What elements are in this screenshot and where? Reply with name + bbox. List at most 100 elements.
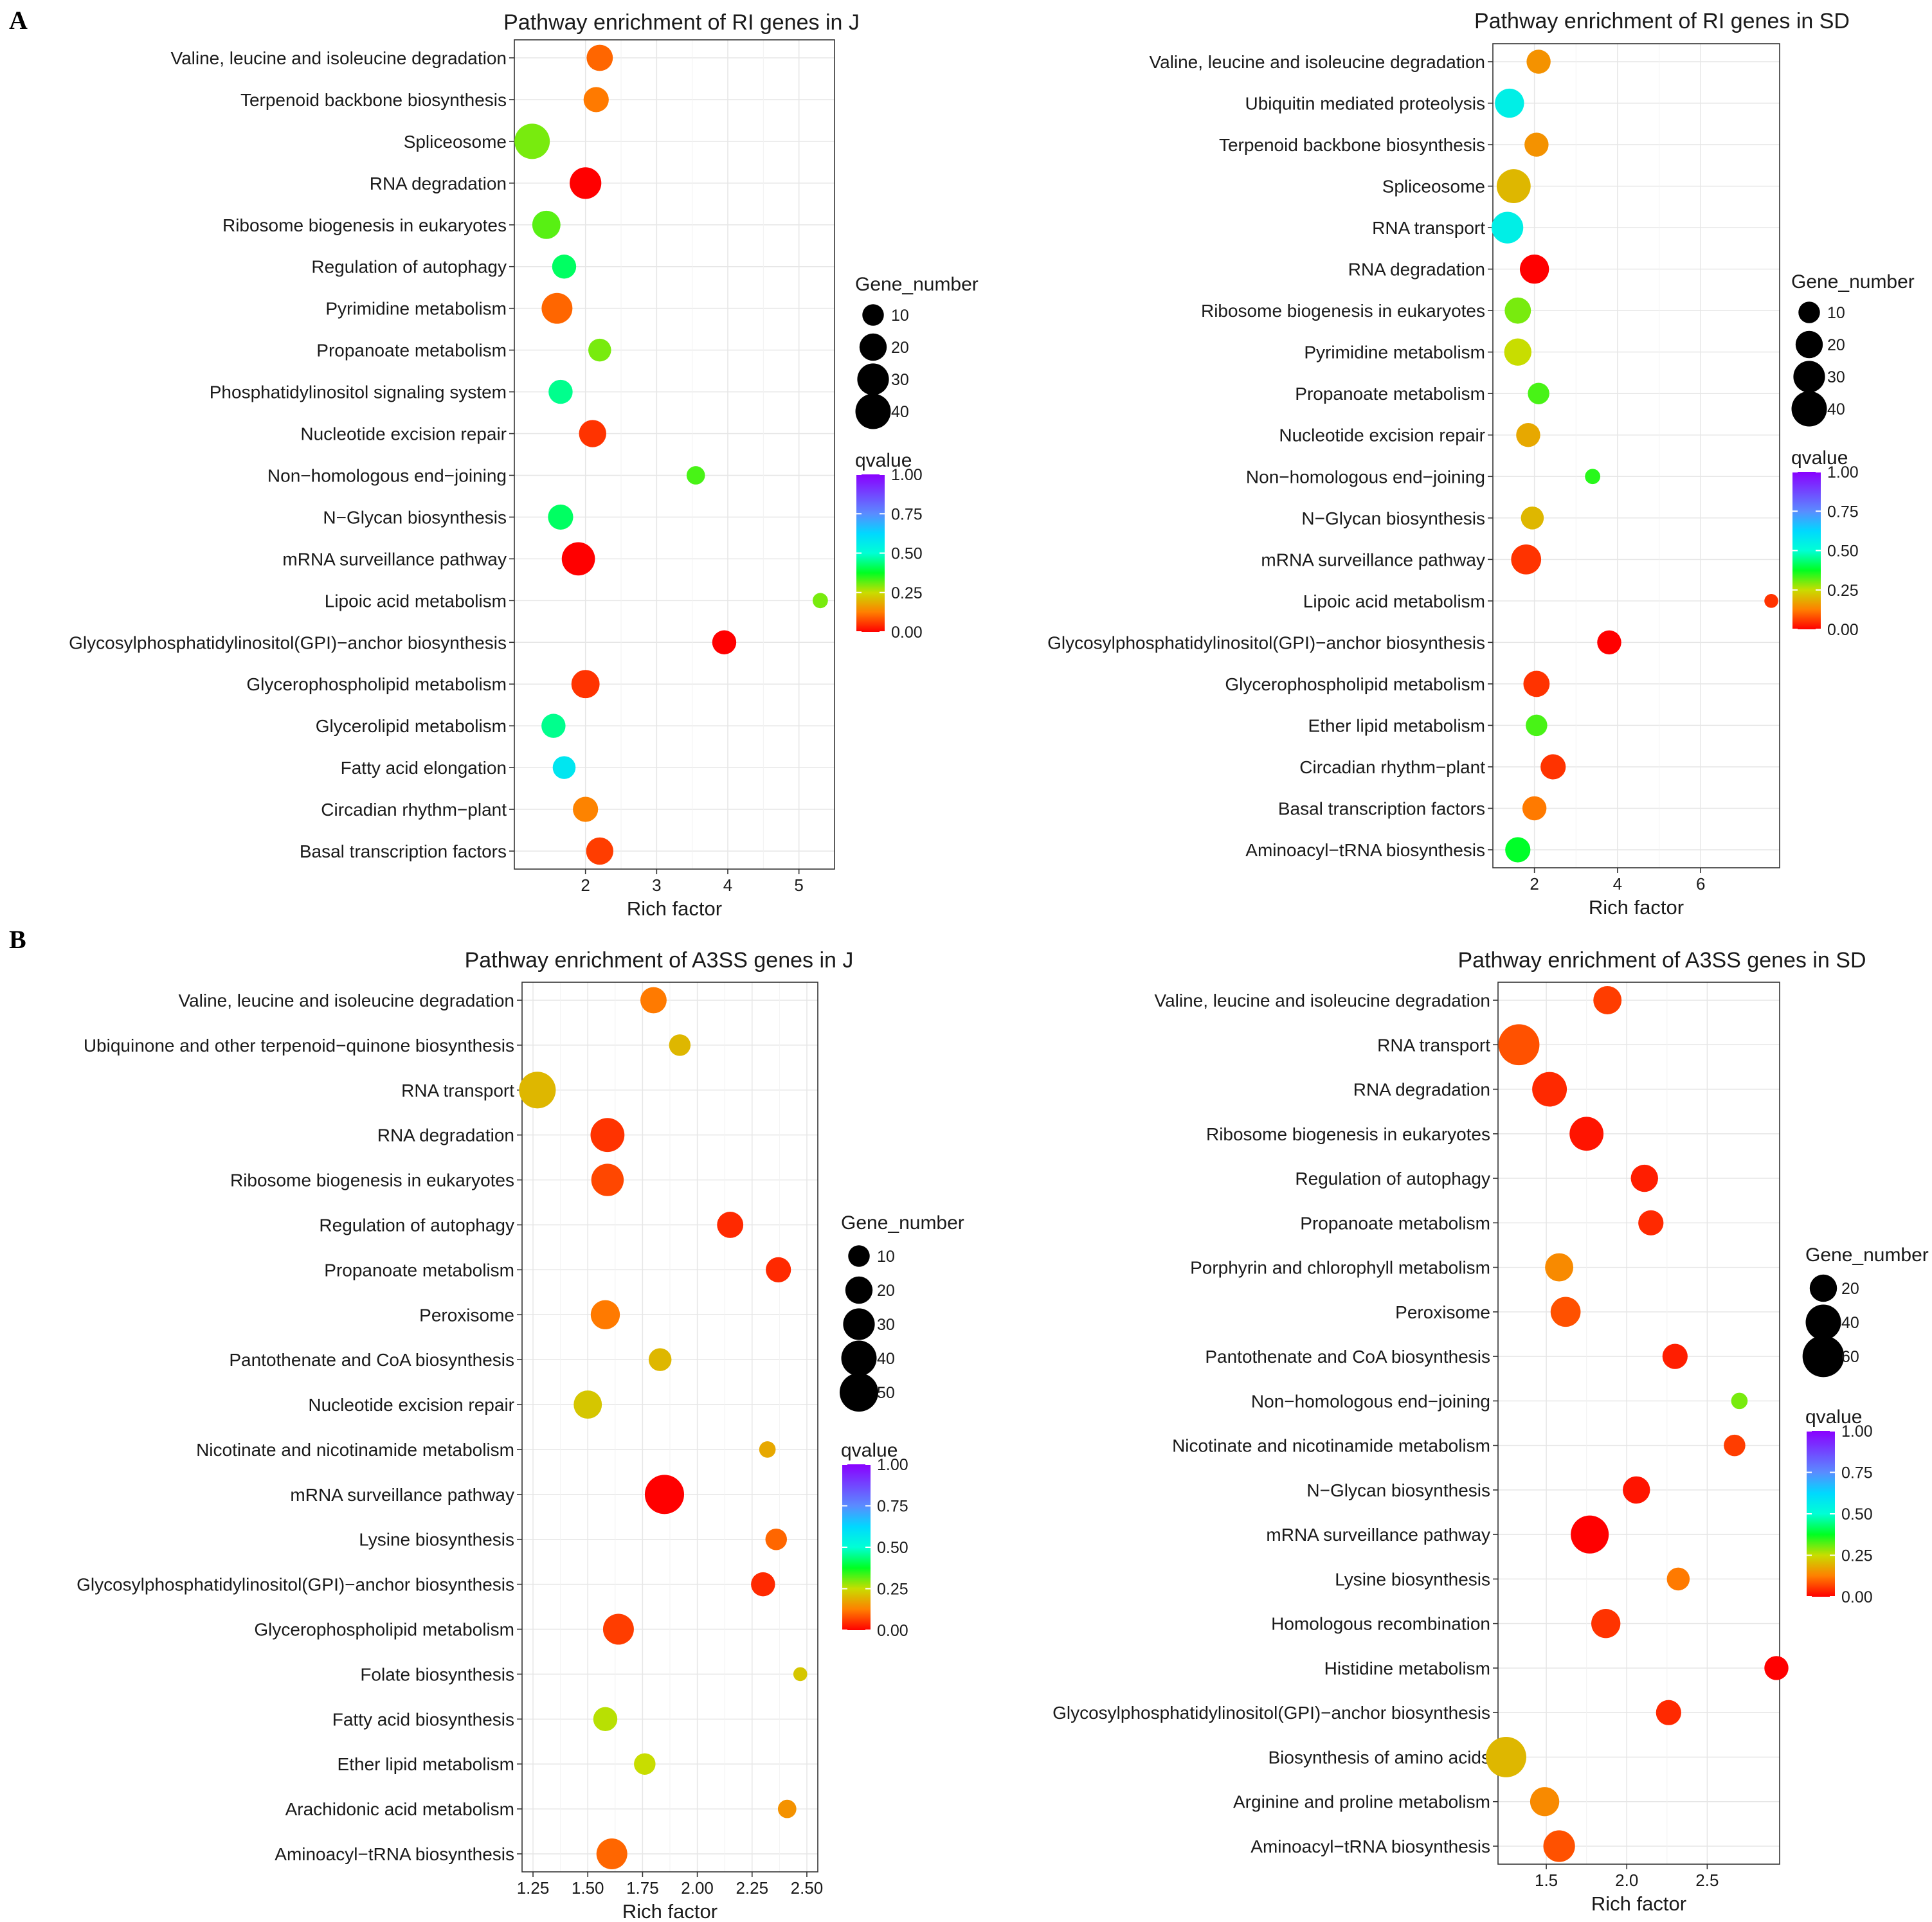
plot-border [1492, 43, 1780, 868]
x-tick-label: 2.25 [736, 1878, 768, 1898]
category-label: Glycerophospholipid metabolism [254, 1620, 514, 1640]
data-point [1530, 1787, 1560, 1817]
category-label: Peroxisome [1395, 1302, 1490, 1322]
color-legend-label: 1.00 [891, 466, 923, 484]
plot-border [514, 39, 835, 870]
size-legend-key [857, 363, 889, 395]
data-point [519, 1072, 556, 1109]
data-point [1526, 49, 1551, 74]
size-legend-label: 30 [877, 1316, 895, 1334]
x-tick-label: 1.5 [1535, 1871, 1558, 1890]
data-point [514, 123, 550, 159]
data-point [1522, 796, 1547, 821]
size-legend-label: 40 [877, 1350, 895, 1368]
x-tick-label: 2.50 [791, 1878, 824, 1898]
data-point [1540, 754, 1566, 780]
data-point [1545, 1253, 1574, 1282]
color-legend-label: 1.00 [1841, 1423, 1873, 1441]
category-label: RNA degradation [377, 1126, 514, 1145]
category-label: Non−homologous end−joining [1246, 467, 1485, 487]
size-legend-key [841, 1340, 877, 1376]
x-tick-label: 1.50 [572, 1878, 604, 1898]
plot-background [1498, 982, 1780, 1864]
data-point [1523, 670, 1550, 697]
data-point [573, 1390, 602, 1419]
data-point [1521, 507, 1544, 530]
data-point [552, 756, 576, 779]
color-legend-label: 0.50 [1841, 1505, 1873, 1523]
chart-title: Pathway enrichment of RI genes in SD [1474, 9, 1850, 33]
size-legend-label: 10 [891, 307, 909, 325]
color-legend-label: 0.75 [1827, 503, 1859, 521]
size-legend-key [1795, 330, 1823, 359]
data-point [669, 1034, 691, 1056]
category-label: Regulation of autophagy [311, 257, 507, 277]
category-label: Folate biosynthesis [360, 1664, 514, 1684]
data-point [552, 255, 577, 279]
category-label: N−Glycan biosynthesis [1301, 508, 1485, 528]
panel-label-b: B [9, 925, 26, 954]
data-point [765, 1528, 788, 1550]
category-label: Fatty acid elongation [341, 758, 507, 778]
category-label: mRNA surveillance pathway [1266, 1525, 1490, 1545]
color-legend-label: 0.75 [1841, 1464, 1873, 1482]
category-label: Pantothenate and CoA biosynthesis [1205, 1347, 1490, 1367]
data-point [590, 1300, 620, 1329]
category-label: Glycosylphosphatidylinositol(GPI)−anchor… [69, 633, 507, 652]
data-point [1630, 1164, 1658, 1192]
data-point [648, 1348, 672, 1371]
size-legend-label: 30 [891, 371, 909, 389]
size-legend-label: 60 [1841, 1348, 1859, 1366]
data-point [812, 593, 828, 609]
x-tick-label: 4 [1613, 874, 1622, 894]
data-point [1623, 1476, 1650, 1504]
category-label: Regulation of autophagy [319, 1215, 514, 1235]
x-tick-label: 3 [652, 876, 661, 895]
category-label: Circadian rhythm−plant [1299, 757, 1485, 777]
color-legend-label: 1.00 [1827, 463, 1859, 481]
data-point [561, 542, 595, 576]
data-point [1516, 423, 1540, 447]
data-point [596, 1838, 627, 1869]
color-legend-title: qvalue [1805, 1406, 1862, 1428]
size-legend-label: 40 [1827, 400, 1845, 418]
size-legend-key [1802, 1335, 1845, 1378]
color-legend-label: 0.25 [1827, 582, 1859, 600]
x-tick-label: 2.5 [1695, 1871, 1719, 1890]
category-label: Non−homologous end−joining [1251, 1391, 1490, 1411]
size-legend-label: 20 [1841, 1280, 1859, 1298]
charts-container: Pathway enrichment of RI genes in J Valin… [69, 9, 1929, 1922]
data-point [1666, 1567, 1690, 1591]
data-point [1591, 1609, 1621, 1639]
data-point [579, 420, 606, 447]
category-label: RNA degradation [1353, 1080, 1490, 1100]
x-axis-title: Rich factor [622, 1900, 718, 1922]
data-point [644, 1475, 684, 1514]
data-point [1569, 1117, 1604, 1151]
category-label: Aminoacyl−tRNA biosynthesis [1250, 1837, 1490, 1856]
color-legend-label: 0.75 [891, 505, 923, 523]
category-label: Glycerophospholipid metabolism [1225, 674, 1485, 694]
category-label: Nucleotide excision repair [308, 1395, 514, 1415]
category-label: Ether lipid metabolism [338, 1754, 514, 1774]
size-legend-key [1805, 1304, 1841, 1340]
data-point [759, 1441, 776, 1458]
size-legend-key [1791, 391, 1827, 427]
data-point [1496, 169, 1531, 203]
category-label: Ether lipid metabolism [1308, 715, 1485, 735]
color-legend-label: 0.00 [891, 624, 923, 642]
data-point [1524, 132, 1549, 157]
chart-title: Pathway enrichment of RI genes in J [503, 10, 860, 35]
category-label: Fatty acid biosynthesis [332, 1709, 514, 1729]
category-label: Phosphatidylinositol signaling system [210, 382, 507, 402]
data-point [1495, 88, 1524, 118]
data-point [1498, 1024, 1540, 1066]
category-label: N−Glycan biosynthesis [1306, 1480, 1490, 1500]
data-point [777, 1799, 797, 1819]
category-label: Lysine biosynthesis [359, 1530, 514, 1550]
category-label: Basal transcription factors [1278, 798, 1485, 818]
size-legend-key [845, 1276, 873, 1304]
data-point [712, 630, 737, 654]
data-point [793, 1667, 808, 1682]
